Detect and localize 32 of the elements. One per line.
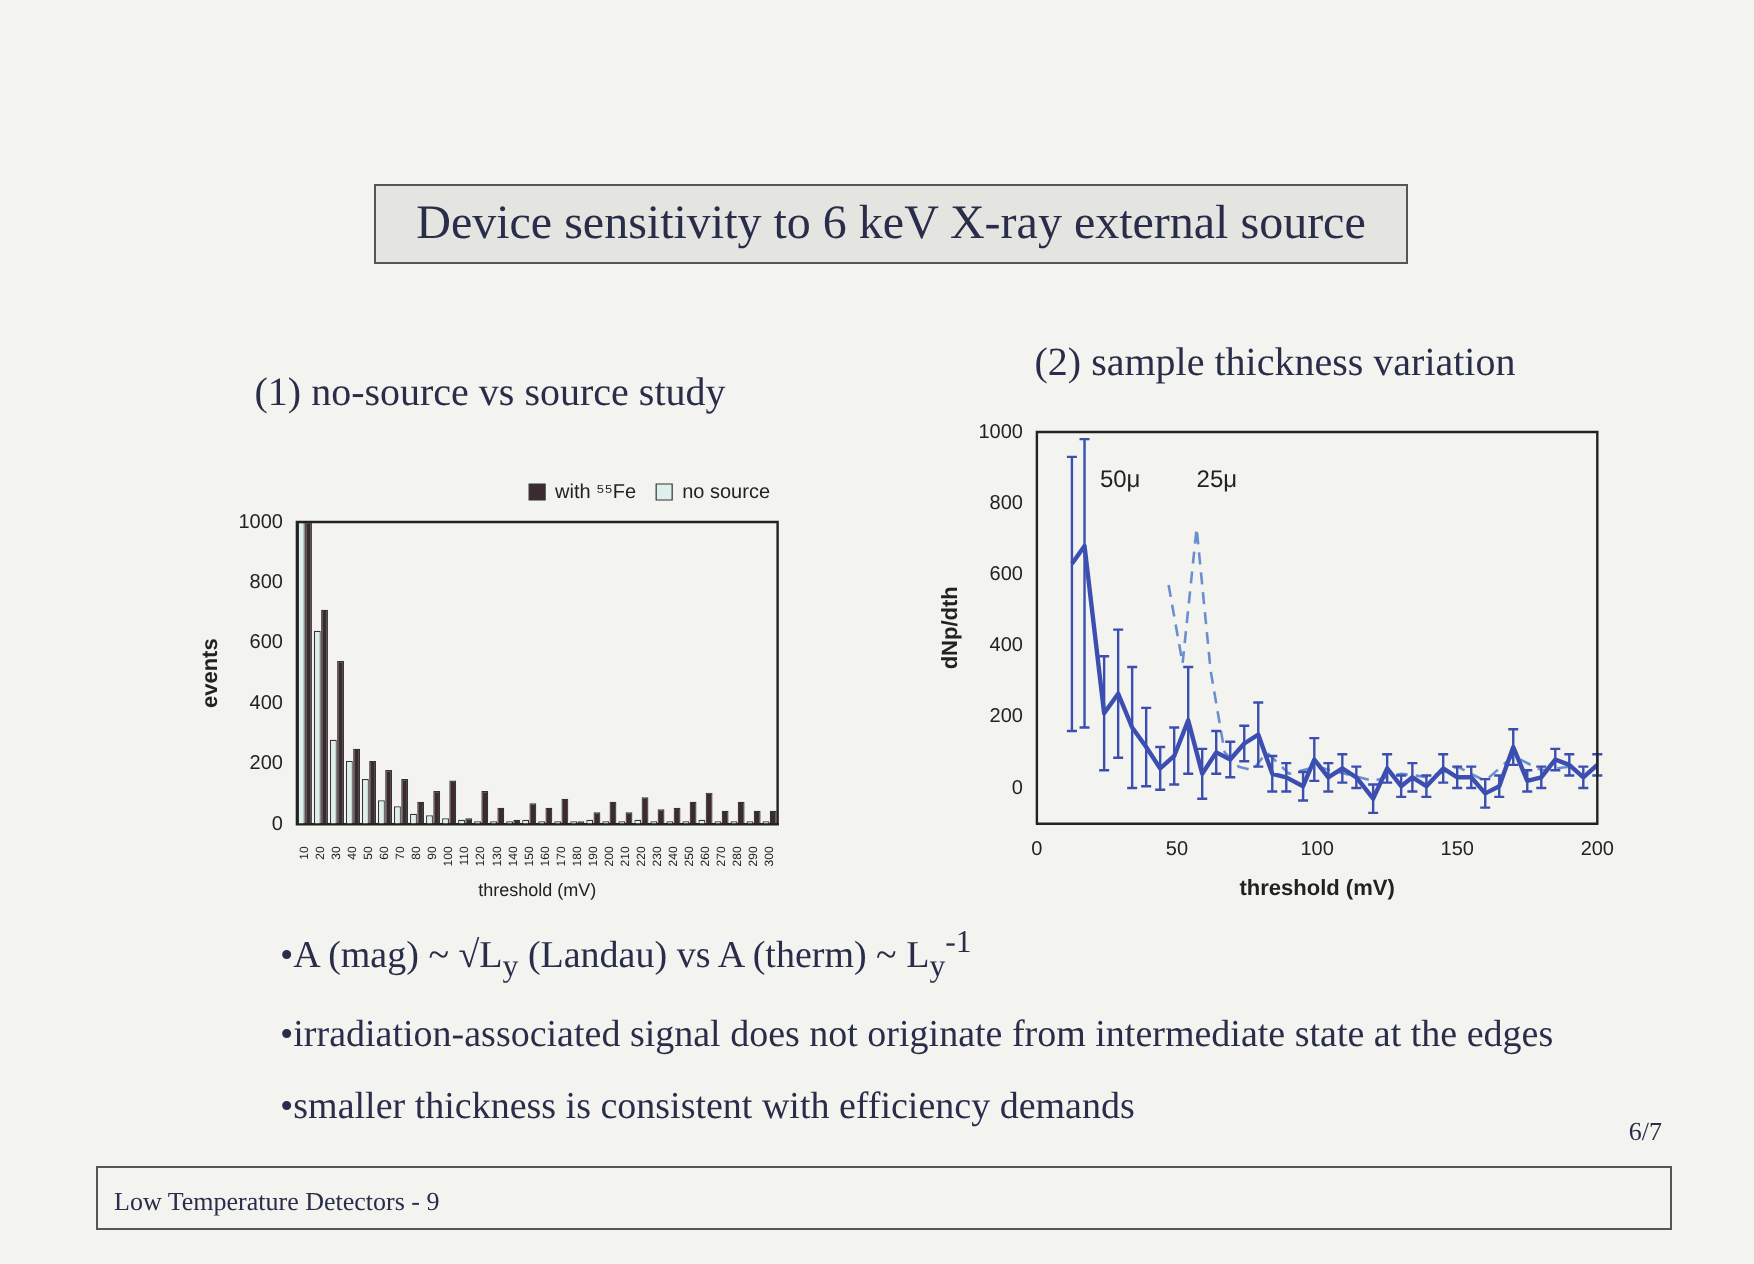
- y-tick-label: 400: [989, 635, 1024, 658]
- text: Low Temperature Detectors - 9: [114, 1186, 440, 1218]
- text: 6/7: [1628, 1116, 1662, 1148]
- y-tick-label: 0: [271, 813, 284, 836]
- text: 50μ: [1099, 464, 1141, 493]
- x-axis-title: threshold (mV): [478, 880, 597, 901]
- x-tick-label: 0: [1031, 839, 1044, 862]
- y-tick-label: 1000: [238, 511, 284, 534]
- y-tick-label: 1000: [978, 421, 1024, 444]
- text: •smaller thickness is consistent with efficiency demands: [280, 1086, 1137, 1131]
- series-label: 25μ: [1196, 464, 1238, 493]
- x-tick-label: 100: [1300, 839, 1335, 862]
- x-tick-label: 50: [1165, 839, 1189, 862]
- y-axis-title: dNp/dth: [939, 585, 964, 670]
- chart-title: (1) no-source vs source study: [254, 370, 726, 415]
- y-tick-label: 800: [249, 571, 284, 594]
- x-axis-title: threshold (mV): [1239, 876, 1396, 901]
- text: •irradiation-associated signal does not originate from intermediate state at the edges: [280, 1014, 1554, 1059]
- y-tick-label: 200: [249, 753, 284, 776]
- y-tick-label: 400: [249, 692, 284, 715]
- text: Device sensitivity to 6 keV X-ray external source: [374, 184, 1408, 264]
- x-tick-label: 200: [1580, 839, 1615, 862]
- legend-label: no source: [682, 481, 771, 504]
- y-axis-title: events: [199, 638, 224, 709]
- y-tick-label: 600: [249, 632, 284, 655]
- y-tick-label: 600: [989, 563, 1024, 586]
- chart-title: (2) sample thickness variation: [1034, 340, 1516, 385]
- y-tick-label: 0: [1011, 777, 1024, 800]
- legend-label: with ⁵⁵Fe: [553, 481, 638, 504]
- y-tick-label: 200: [989, 706, 1024, 729]
- x-tick-label: 150: [1440, 839, 1475, 862]
- y-tick-label: 800: [989, 492, 1024, 515]
